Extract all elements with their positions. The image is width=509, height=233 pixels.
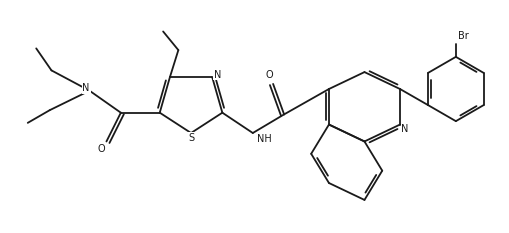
Text: NH: NH: [257, 134, 272, 144]
Text: O: O: [98, 144, 105, 154]
Text: S: S: [188, 133, 194, 143]
Text: O: O: [266, 70, 273, 80]
Text: Br: Br: [459, 31, 469, 41]
Text: N: N: [82, 83, 90, 93]
Text: N: N: [214, 70, 221, 80]
Text: N: N: [402, 124, 409, 134]
